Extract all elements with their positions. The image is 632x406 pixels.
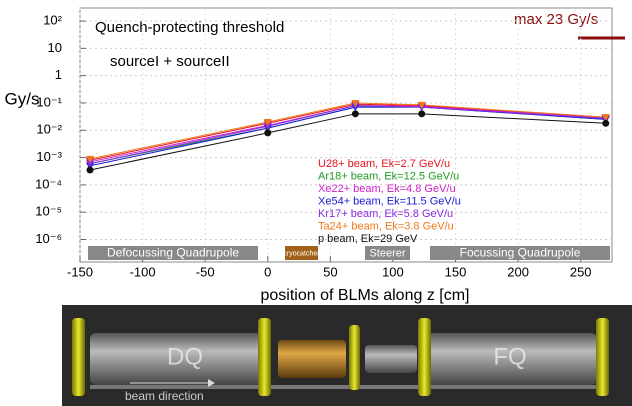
cryocatcher-body	[278, 340, 346, 378]
legend-entry: Xe54+ beam, Ek=11.5 GeV/u	[318, 195, 461, 207]
marker	[264, 129, 271, 136]
x-tick-label: 50	[323, 264, 337, 279]
x-axis-label: position of BLMs along z [cm]	[261, 287, 470, 304]
legend-entry: Ar18+ beam, Ek=12.5 GeV/u	[318, 170, 459, 182]
y-tick-label: 10	[48, 40, 62, 55]
x-tick-label: -150	[67, 264, 93, 279]
x-tick-label: 250	[570, 264, 592, 279]
marker	[87, 167, 94, 174]
marker	[418, 110, 425, 117]
y-tick-label: 10⁻⁶	[35, 231, 62, 246]
legend-entry: Kr17+ beam, Ek=5.8 GeV/u	[318, 208, 453, 220]
element-label: cryocatcher	[283, 250, 320, 257]
steerer-body	[365, 345, 417, 373]
element-label: Steerer	[369, 247, 405, 259]
legend-entry: p beam, Ek=29 GeV	[318, 233, 418, 245]
dq-label: DQ	[167, 343, 203, 370]
y-tick-label: 10⁻²	[36, 122, 62, 137]
support	[418, 318, 431, 396]
fq-label: FQ	[493, 343, 526, 370]
y-tick-label: 10⁻⁴	[35, 176, 62, 191]
y-tick-label: 10⁻⁵	[35, 204, 62, 219]
beam-label: beam direction	[125, 389, 204, 403]
chart-subtitle: sourceI + sourceII	[110, 53, 230, 70]
x-tick-label: 150	[445, 264, 467, 279]
support	[72, 318, 85, 396]
y-tick-label: 10⁻³	[36, 149, 62, 164]
y-tick-label: 10⁻¹	[36, 94, 62, 109]
chart: Quench-protecting threshold sourceI + so…	[0, 0, 632, 406]
legend-entry: Xe22+ beam, Ek=4.8 GeV/u	[318, 183, 456, 195]
support	[596, 318, 609, 396]
y-tick-label: 1	[55, 67, 62, 82]
x-tick-label: 100	[382, 264, 404, 279]
legend-entry: U28+ beam, Ek=2.7 GeV/u	[318, 158, 450, 170]
marker	[352, 110, 359, 117]
x-tick-label: 200	[507, 264, 529, 279]
x-tick-label: -50	[196, 264, 215, 279]
element-label: Focussing Quadrupole	[460, 246, 581, 260]
element-label: Defocussing Quadrupole	[107, 246, 239, 260]
support	[258, 318, 271, 396]
y-tick-label: 10²	[43, 12, 62, 27]
marker	[602, 120, 609, 127]
y-axis-label: Gy/s	[5, 89, 40, 108]
annotation: max 23 Gy/s	[514, 11, 598, 28]
x-tick-label: 0	[264, 264, 271, 279]
beamline-image: DQ FQ beam direction	[62, 305, 632, 406]
legend-entry: Ta24+ beam, Ek=3.8 GeV/u	[318, 220, 454, 232]
x-tick-label: -100	[130, 264, 156, 279]
support	[349, 325, 360, 390]
